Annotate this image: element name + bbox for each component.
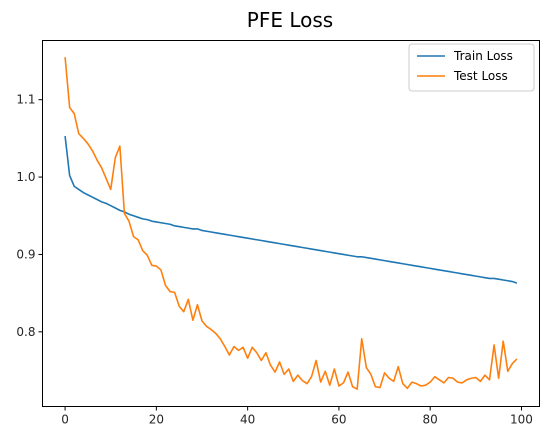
y-tick-label: 1.1 <box>16 93 35 107</box>
y-tick-label: 0.8 <box>16 325 35 339</box>
x-tick-label: 100 <box>510 413 533 427</box>
chart-title: PFE Loss <box>247 8 333 32</box>
x-tick-label: 20 <box>149 413 164 427</box>
x-tick-label: 40 <box>240 413 255 427</box>
x-axis: 0 20 40 60 80 100 <box>61 406 533 427</box>
y-tick-label: 0.9 <box>16 247 35 261</box>
y-axis: 0.8 0.9 1.0 1.1 <box>16 93 43 339</box>
legend-label-test-loss: Test Loss <box>453 69 508 83</box>
plot-frame <box>42 40 540 407</box>
series-layer <box>64 57 518 390</box>
x-tick-label: 80 <box>423 413 438 427</box>
y-tick-label: 1.0 <box>16 170 35 184</box>
series-line-train-loss <box>64 135 518 284</box>
x-tick-label: 0 <box>61 413 69 427</box>
legend: Train Loss Test Loss <box>408 43 535 92</box>
series-line-test-loss <box>64 57 518 390</box>
legend-label-train-loss: Train Loss <box>453 49 513 63</box>
x-tick-label: 60 <box>331 413 346 427</box>
